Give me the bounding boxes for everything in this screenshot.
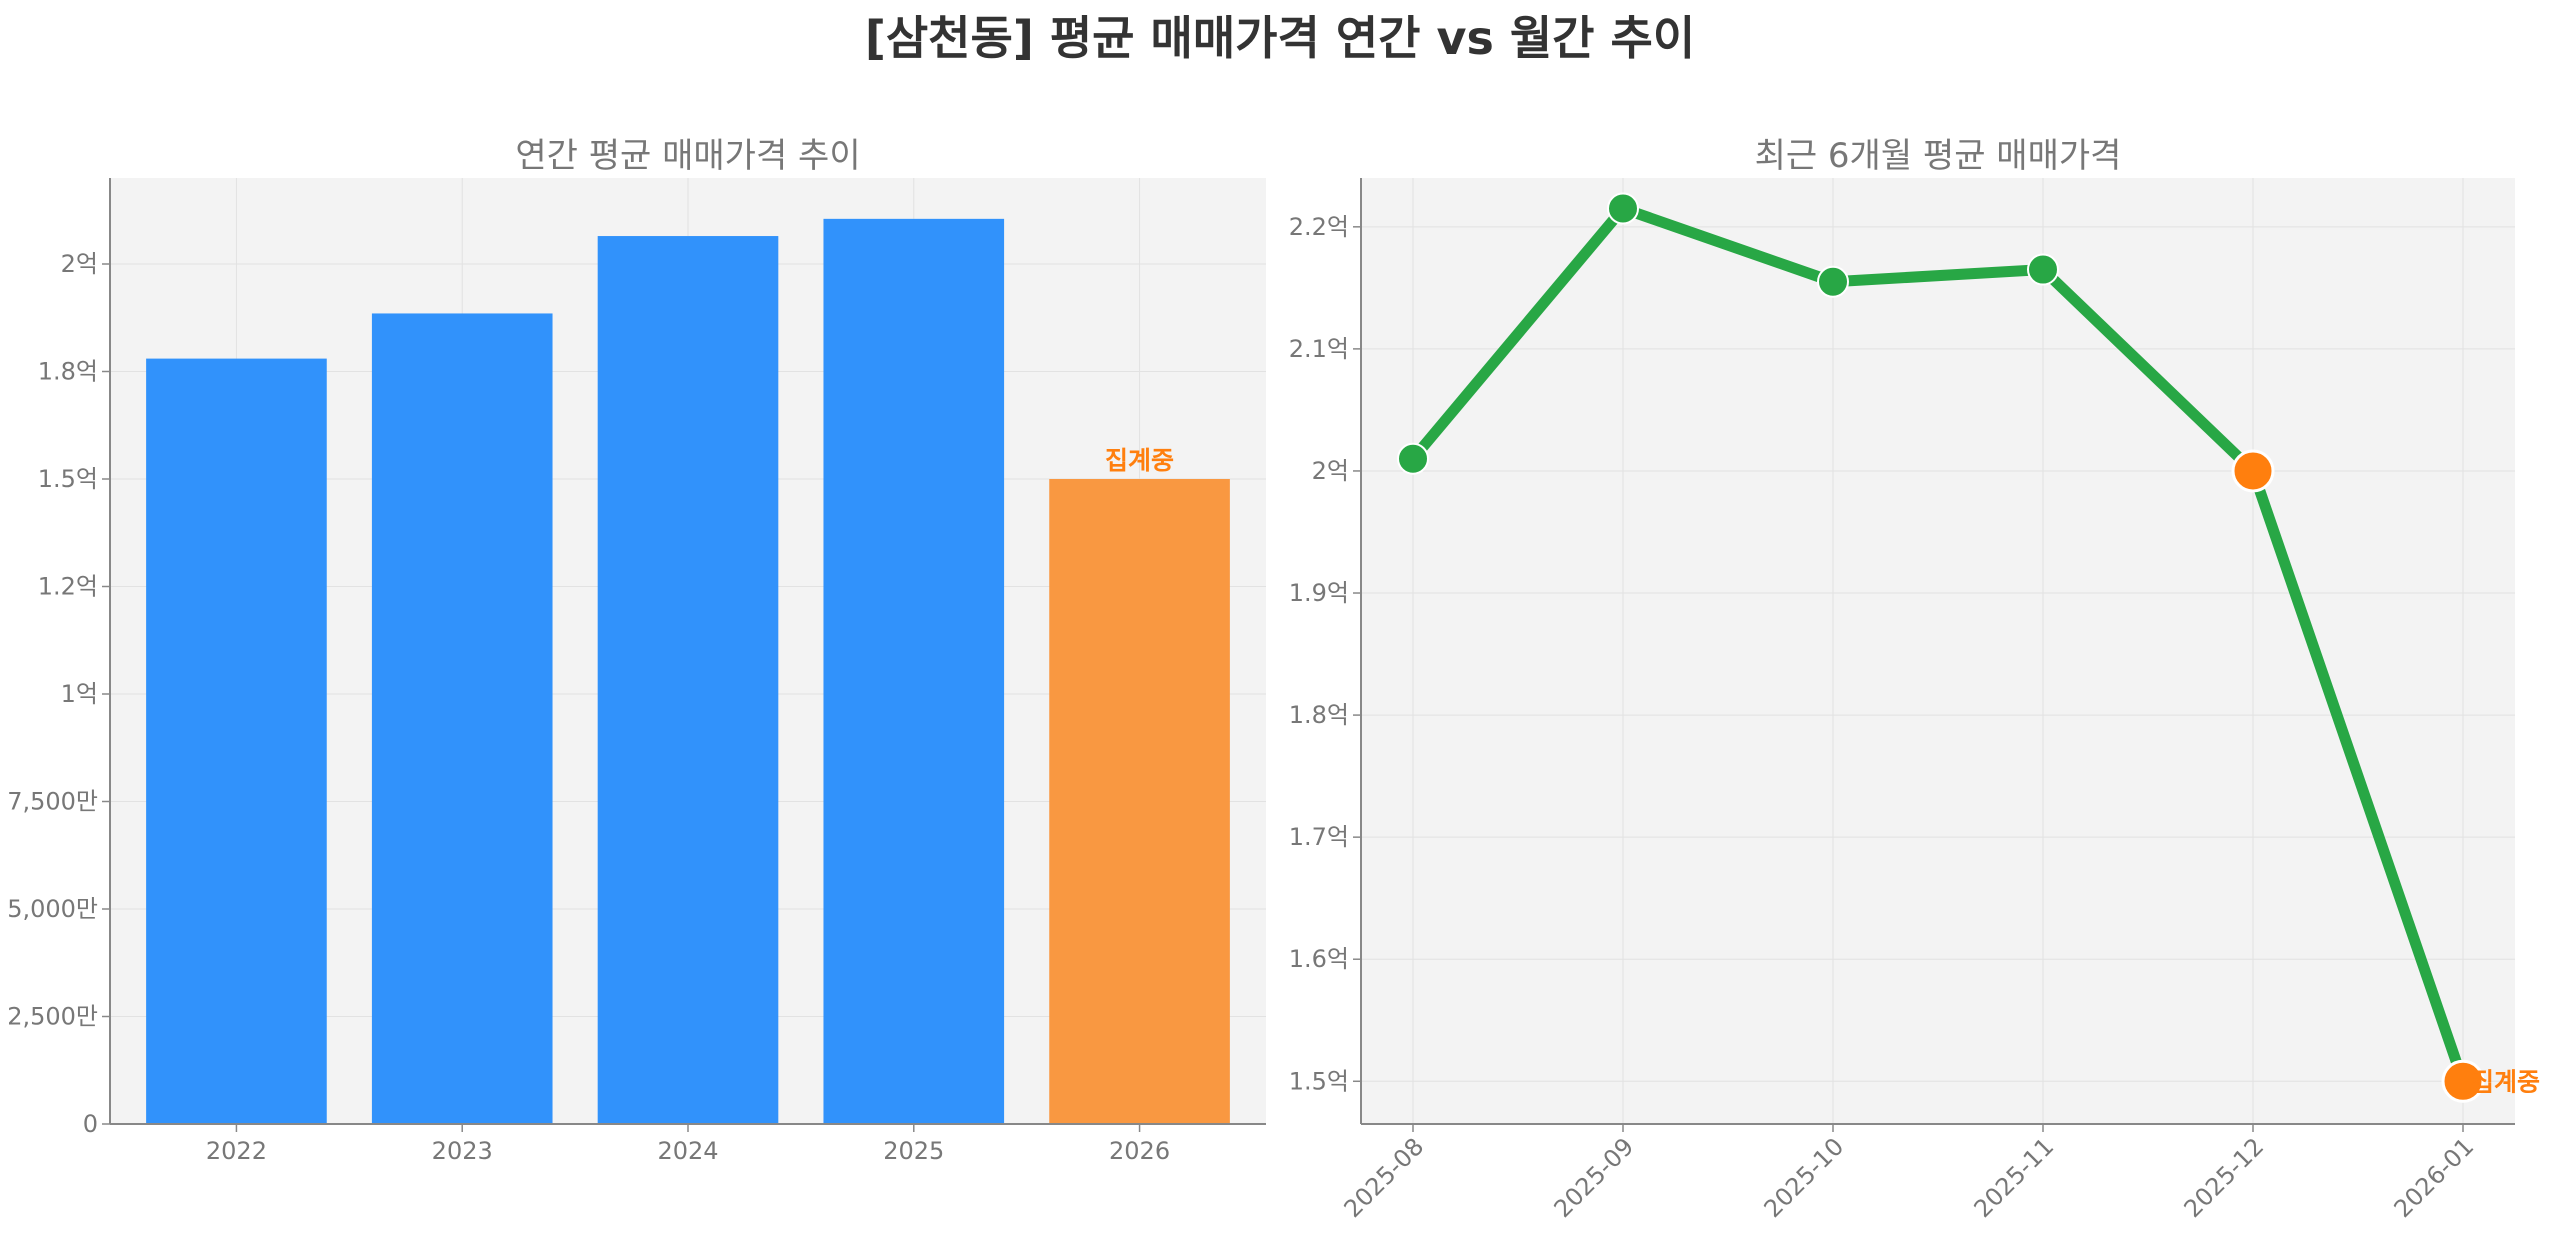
y-tick-label: 1.8억 [38,358,98,386]
y-tick-label: 5,000만 [7,895,98,923]
x-tick-label: 2026-01 [2389,1132,2480,1223]
y-tick-label: 2.2억 [1289,213,1349,241]
data-point-2025-09 [1607,192,1639,225]
x-tick-label: 2025-08 [1339,1132,1430,1223]
bar-2024 [597,236,779,1125]
bar-2023 [371,313,553,1124]
line-chart-title: 최근 6개월 평균 매매가격 [1755,136,2122,176]
y-tick-label: 2억 [1312,457,1349,485]
x-tick-label: 2025-09 [1549,1132,1640,1223]
y-tick-label: 1.5억 [1289,1067,1349,1095]
monthly-line-chart: 집계중 1.5억 1.6억 1.7억 1.8억 1.9억 2억 2.1억 2.2억 2025-08… [1289,136,2540,1223]
bar-annotation-label: 집계중 [1105,446,1174,475]
line-annotation-label: 집계중 [2471,1067,2540,1096]
y-tick-label: 1.7억 [1289,823,1349,851]
data-point-2026-01 [2441,1059,2485,1103]
y-tick-label: 2,500만 [7,1003,98,1031]
x-tick-label: 2025-10 [1759,1132,1850,1223]
y-tick-label: 1.8억 [1289,701,1349,729]
y-tick-label: 1.5억 [38,465,98,493]
y-tick-label: 1.2억 [38,573,98,601]
y-tick-label: 1억 [61,680,98,708]
annual-bar-chart: 집계중 0 2,500만 5,000만 7,500만 1억 1.2억 1.5억 1.8억 2억 20… [7,136,1266,1165]
y-tick-label: 2억 [61,250,98,278]
x-tick-label: 2025-12 [2179,1132,2270,1223]
y-tick-label: 0 [83,1110,98,1138]
x-tick-label: 2022 [206,1137,267,1165]
bar-2022 [146,358,327,1125]
y-tick-label: 1.9억 [1289,579,1349,607]
data-point-2025-11 [2027,253,2059,286]
x-tick-label: 2025-11 [1969,1132,2060,1223]
y-tick-label: 7,500만 [7,788,98,816]
data-point-2025-12 [2231,449,2275,493]
plot-area [1361,178,2515,1124]
series-line [1407,203,2469,1087]
data-point-2025-08 [1397,442,1429,475]
y-tick-label: 1.6억 [1289,945,1349,973]
x-tick-label: 2023 [432,1137,493,1165]
bar-2026 [1049,479,1230,1124]
x-tick-label: 2024 [657,1137,718,1165]
data-point-2025-10 [1817,265,1849,298]
x-tick-label: 2025 [883,1137,944,1165]
bar-2025 [823,218,1005,1125]
figure-title: [삼천동] 평균 매매가격 연간 vs 월간 추이 [864,11,1696,65]
bar-chart-title: 연간 평균 매매가격 추이 [515,136,860,176]
y-tick-label: 2.1억 [1289,335,1349,363]
x-tick-label: 2026 [1109,1137,1170,1165]
